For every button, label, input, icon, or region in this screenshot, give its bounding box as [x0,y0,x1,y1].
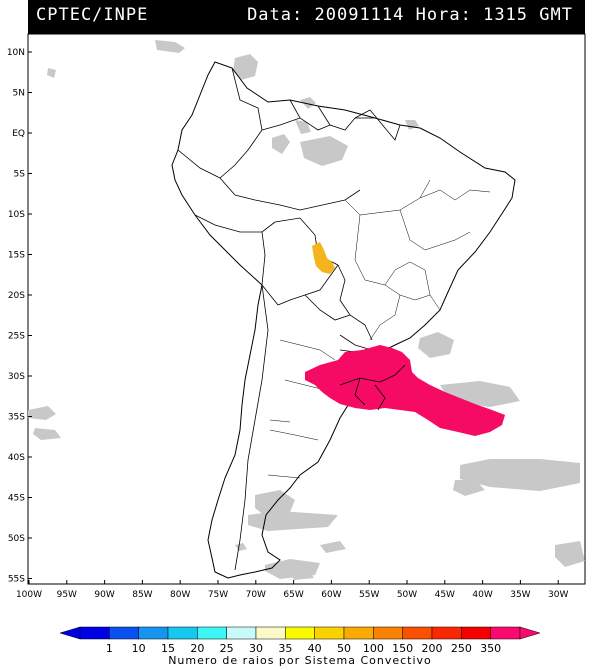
colorbar-segment [373,626,403,640]
lat-tick-label: 10S [8,210,25,220]
map-header: CPTEC/INPE Data: 20091114 Hora: 1315 GMT [28,0,585,34]
colorbar-segment [402,626,433,640]
latitude-axis: 10N 5N EQ 5S 10S 15S 20S 25S 30S 35S 40S 45S 50S 55S [7,48,32,585]
colorbar-label: 150 [392,642,413,655]
state-borders [267,179,491,479]
lon-tick-label: 95W [57,590,77,600]
colorbar-segment [79,626,110,640]
lat-tick-label: 20S [8,291,25,301]
colorbar [59,626,541,640]
lat-tick-label: 25S [8,332,25,342]
colorbar-label: 250 [451,642,472,655]
lon-tick-label: 80W [170,590,190,600]
lon-tick-label: 55W [359,590,379,600]
lon-tick-label: 100W [16,590,42,600]
lat-tick-label: 50S [8,534,25,544]
lat-tick-label: 5S [14,170,26,180]
lat-tick-label: 15S [8,251,25,261]
lat-tick-label: 45S [8,494,25,504]
colorbar-segment [490,626,521,640]
lat-tick-label: 40S [8,453,25,463]
lat-tick-label: 10N [7,48,25,58]
legend-title: Numero de raios por Sistema Convectivo [168,654,432,667]
colorbar-segment [226,626,257,640]
lon-tick-label: 50W [397,590,417,600]
lon-tick-label: 40W [472,590,492,600]
colorbar-label: 10 [132,642,146,655]
colorbar-label: 40 [308,642,322,655]
lon-tick-label: 70W [246,590,266,600]
cloud-cover [28,40,585,580]
date-value: 20091114 [314,5,405,25]
colorbar-segment [461,626,491,640]
lat-tick-label: 30S [8,372,25,382]
colorbar-labels: 1 10 15 20 25 30 35 40 50 100 150 200 250 350 [106,642,501,655]
colorbar-segment [343,626,374,640]
longitude-axis: 100W 95W 90W 85W 80W 75W 70W 65W 60W 55W 50W 45W 40W… [16,580,568,600]
colorbar-label: 30 [249,642,263,655]
lon-tick-label: 35W [510,590,530,600]
colorbar-label: 35 [278,642,292,655]
lat-tick-label: EQ [12,129,25,139]
southern-lightning-system [305,345,505,436]
colorbar-segment [314,626,345,640]
lon-tick-label: 90W [94,590,114,600]
lat-tick-label: 55S [8,575,25,585]
lat-tick-label: 5N [13,89,25,99]
datetime-label: Data: 20091114 Hora: 1315 GMT [247,5,573,25]
lon-tick-label: 45W [435,590,455,600]
colorbar-arrow-right [519,626,541,640]
lon-tick-label: 75W [208,590,228,600]
lon-tick-label: 30W [548,590,568,600]
overlay-borders [339,364,406,411]
colorbar-segment [197,626,227,640]
colorbar-segment [109,626,139,640]
colorbar-segment [431,626,462,640]
lon-tick-label: 65W [283,590,303,600]
colorbar-arrow-left [59,626,81,640]
colorbar-segment [138,626,169,640]
colorbar-label: 1 [106,642,113,655]
map-frame [27,33,586,585]
colorbar-label: 20 [190,642,204,655]
lon-tick-label: 60W [321,590,341,600]
colorbar-segment [255,626,286,640]
south-america-outline [171,61,516,579]
lat-tick-label: 35S [8,413,25,423]
colorbar-label: 50 [337,642,351,655]
lon-tick-label: 85W [132,590,152,600]
colorbar-label: 15 [161,642,175,655]
colorbar-label: 25 [220,642,234,655]
colorbar-label: 350 [480,642,501,655]
colorbar-label: 200 [422,642,443,655]
time-value: 1315 [483,5,529,25]
colorbar-segment [167,626,198,640]
colorbar-label: 100 [363,642,384,655]
colorbar-segment [285,626,315,640]
source-label: CPTEC/INPE [36,5,149,25]
amazon-lightning-system [312,242,335,274]
